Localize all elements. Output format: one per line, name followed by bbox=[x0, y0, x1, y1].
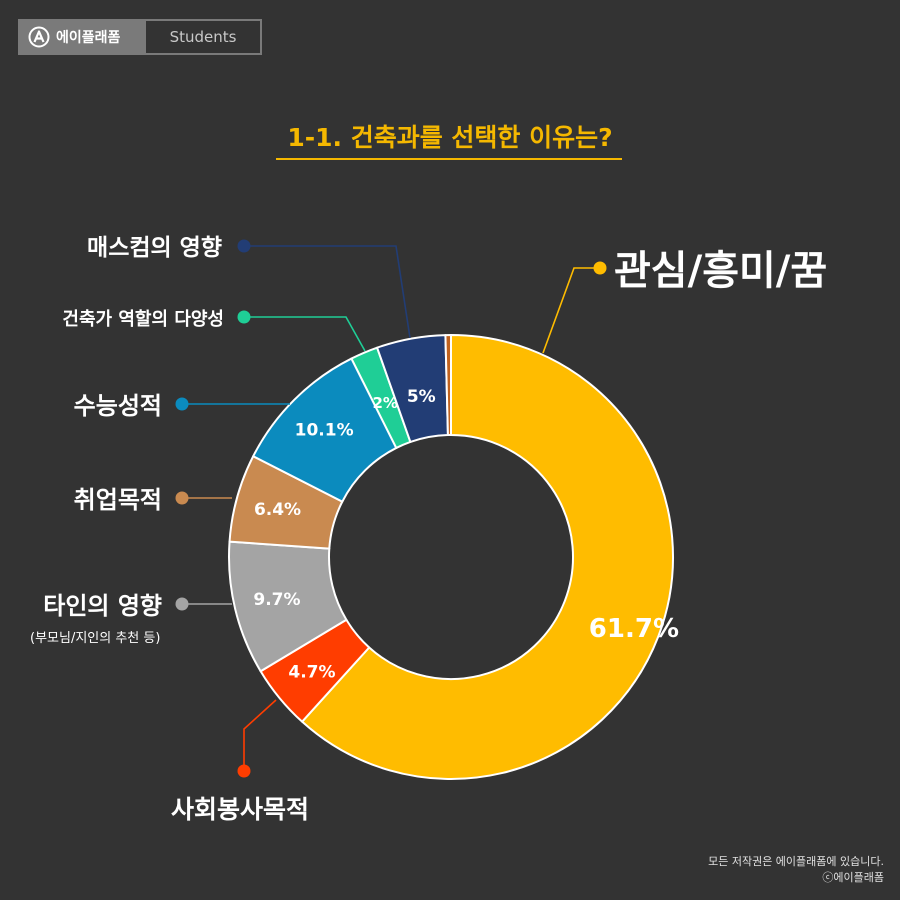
legend-dot-6 bbox=[237, 239, 251, 253]
slice-label-5: 2% bbox=[373, 394, 398, 412]
slice-label-2: 9.7% bbox=[253, 590, 300, 610]
slice-label-6: 5% bbox=[407, 387, 436, 407]
legend-dot-1 bbox=[237, 764, 251, 778]
legend-dot-2 bbox=[175, 597, 189, 611]
category-name-5: 건축가 역할의 다양성 bbox=[62, 308, 224, 330]
slice-label-0: 61.7% bbox=[589, 614, 679, 644]
aplatform-logo-icon bbox=[28, 26, 50, 48]
legend-dot-0 bbox=[593, 261, 607, 275]
leader-line-5 bbox=[244, 316, 366, 352]
category-name-0: 관심/흥미/꿈 bbox=[614, 248, 827, 294]
brand-badge: 에이플래폼 Students bbox=[18, 19, 262, 55]
slice-label-4: 10.1% bbox=[295, 420, 354, 440]
brand-section: Students bbox=[169, 28, 237, 46]
category-subtext-2: (부모님/지인의 추천 등) bbox=[30, 631, 160, 646]
category-name-6: 매스컴의 영향 bbox=[87, 235, 222, 261]
slice-label-1: 4.7% bbox=[288, 662, 335, 682]
leader-line-6 bbox=[244, 245, 411, 339]
legend-dot-3 bbox=[175, 491, 189, 505]
slice-0 bbox=[301, 334, 674, 780]
category-name-1: 사회봉사목적 bbox=[171, 795, 309, 824]
category-name-2: 타인의 영향 bbox=[43, 592, 162, 620]
copyright-line2: ⓒ에이플래폼 bbox=[822, 871, 884, 884]
copyright: 모든 저작권은 에이플래폼에 있습니다. ⓒ에이플래폼 bbox=[708, 854, 884, 886]
leader-line-1 bbox=[243, 699, 277, 770]
copyright-line1: 모든 저작권은 에이플래폼에 있습니다. bbox=[708, 855, 884, 868]
leader-line-0 bbox=[542, 267, 600, 354]
brand-name: 에이플래폼 bbox=[56, 30, 121, 46]
category-name-3: 취업목적 bbox=[74, 486, 162, 514]
title-underline bbox=[276, 158, 622, 160]
brand-name-box: 에이플래폼 bbox=[20, 21, 146, 53]
legend-dot-4 bbox=[175, 397, 189, 411]
slice-label-3: 6.4% bbox=[254, 500, 301, 520]
chart-title: 1-1. 건축과를 선택한 이유는? bbox=[287, 123, 613, 152]
slice-7 bbox=[444, 333, 452, 437]
category-name-4: 수능성적 bbox=[74, 392, 162, 420]
legend-dot-5 bbox=[237, 310, 251, 324]
